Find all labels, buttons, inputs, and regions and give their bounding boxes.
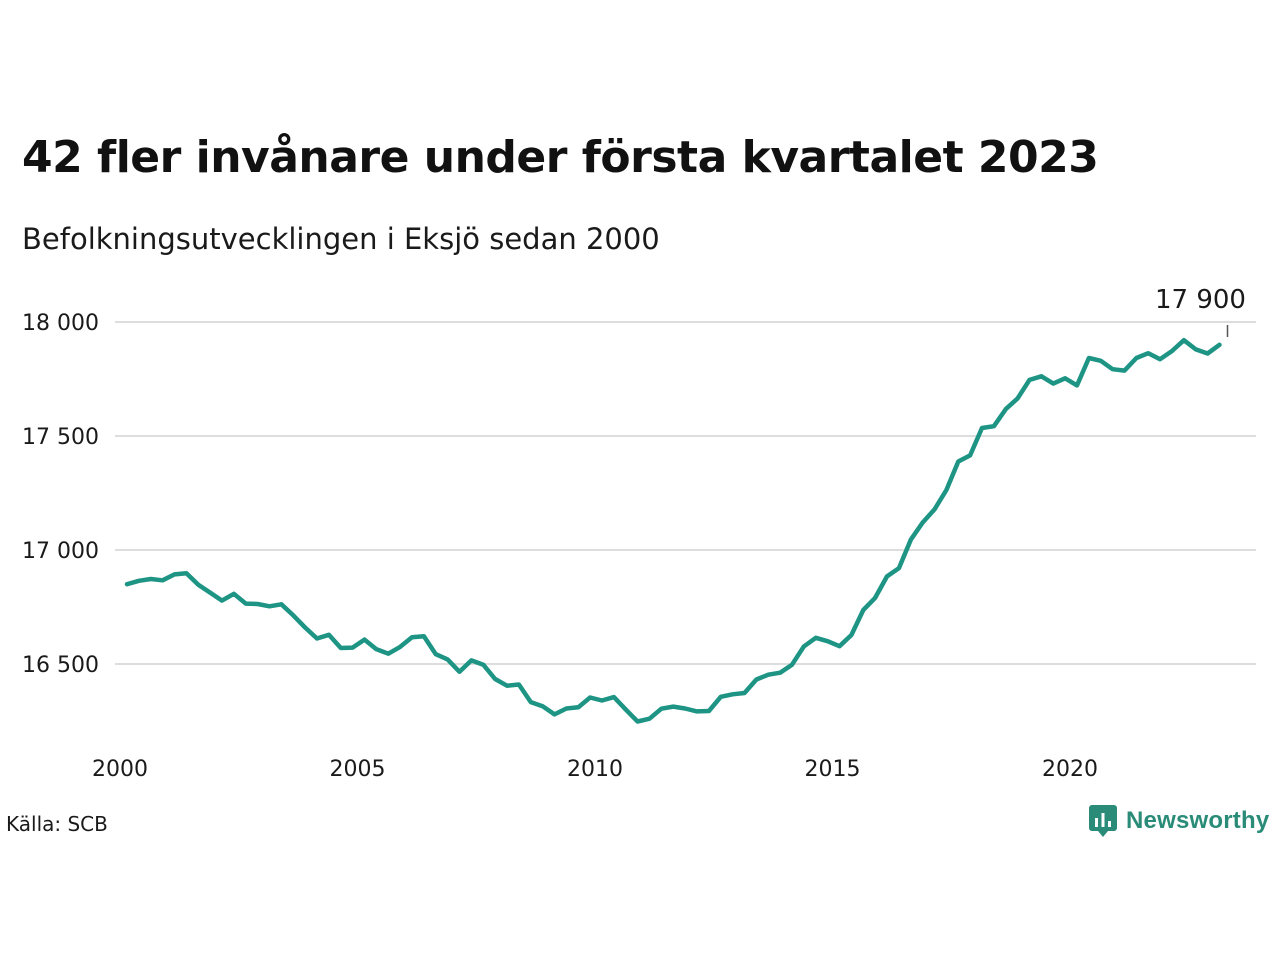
- newsworthy-logo-icon: [1089, 805, 1117, 837]
- x-tick-label: 2010: [567, 757, 623, 782]
- y-tick-label: 17 000: [22, 539, 99, 564]
- population-line: [124, 337, 1222, 724]
- x-tick-label: 2020: [1042, 757, 1098, 782]
- y-tick-label: 17 500: [22, 425, 99, 450]
- brand-name: Newsworthy: [1126, 807, 1270, 834]
- source-note: Källa: SCB: [6, 812, 108, 836]
- chart-title: 42 fler invånare under första kvartalet …: [22, 132, 1099, 183]
- annotation-label: 17 900: [1155, 285, 1246, 315]
- y-tick-label: 16 500: [22, 653, 99, 678]
- chart-subtitle: Befolkningsutvecklingen i Eksjö sedan 20…: [22, 222, 660, 256]
- y-axis-ticks: 16 500 17 000 17 500 18 000: [22, 311, 99, 678]
- y-tick-label: 18 000: [22, 311, 99, 336]
- x-tick-label: 2000: [92, 757, 148, 782]
- gridlines: [115, 321, 1256, 665]
- x-tick-label: 2015: [805, 757, 861, 782]
- x-tick-label: 2005: [330, 757, 386, 782]
- x-axis-ticks: 2000 2005 2010 2015 2020: [92, 757, 1098, 782]
- newsworthy-logo: Newsworthy: [1088, 804, 1269, 838]
